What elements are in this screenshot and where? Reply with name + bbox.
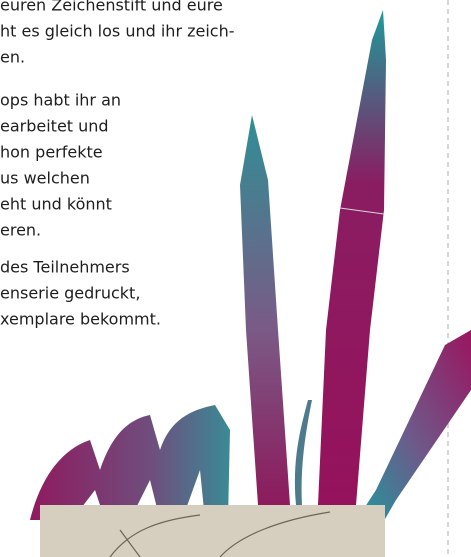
text-line: hon perfekte xyxy=(0,143,103,162)
text-line: ht es gleich los und ihr zeich- xyxy=(0,22,235,41)
text-line: euren Zeichenstift und eure xyxy=(0,0,223,15)
text-line: xemplare bekommt. xyxy=(0,310,161,329)
pen-left xyxy=(240,115,290,505)
screenshot: euren Zeichenstift und eure ht es gleich … xyxy=(0,0,471,557)
text-line: us welchen xyxy=(0,169,90,188)
page: {"paragraphs": [ ["euren Zeichenstift un… xyxy=(0,0,471,557)
brush-strokes xyxy=(30,405,230,520)
text-line: en. xyxy=(0,48,25,67)
pen-center xyxy=(318,10,386,505)
photo xyxy=(40,505,385,557)
text-line: earbeitet und xyxy=(0,117,109,136)
text-block: euren Zeichenstift und eure ht es gleich … xyxy=(0,0,235,329)
text-line: enserie gedruckt, xyxy=(0,284,140,303)
text-line: ops habt ihr an xyxy=(0,91,121,110)
text-line: eht und könnt xyxy=(0,195,112,214)
pen-small xyxy=(295,400,312,505)
text-line: des Teilnehmers xyxy=(0,258,130,277)
text-line: eren. xyxy=(0,221,41,240)
